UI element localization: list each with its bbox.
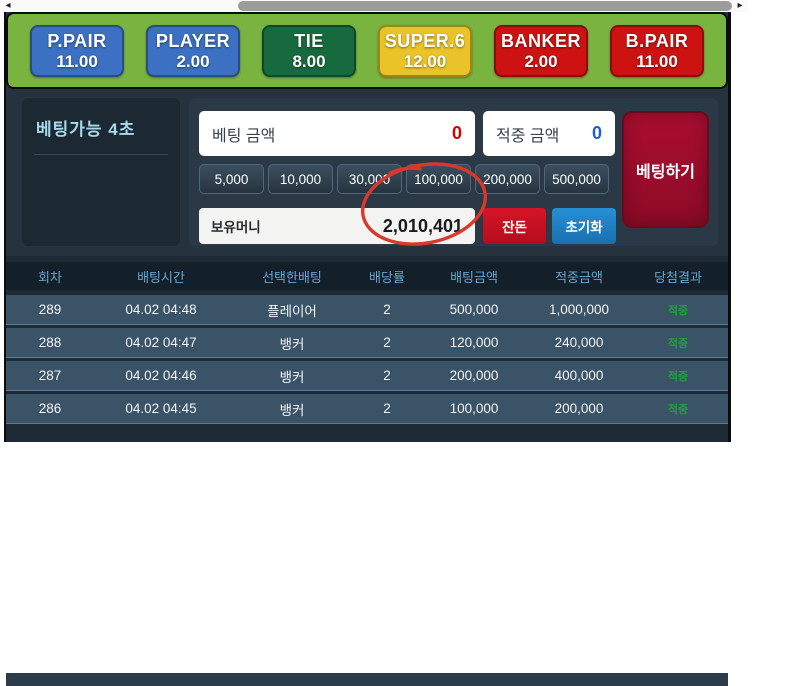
betting-countdown-text: 베팅가능 4초 [36, 120, 136, 139]
chip-30000-button[interactable]: 30,000 [337, 164, 402, 194]
betting-status-box: 베팅가능 4초 [22, 98, 180, 246]
cell-result: 적중 [667, 403, 689, 416]
chip-row: 5,000 10,000 30,000 100,000 200,000 500,… [199, 164, 609, 194]
betting-app-frame: P.PAIR 11.00 PLAYER 2.00 TIE 8.00 SUPER.… [4, 12, 731, 686]
change-button[interactable]: 잔돈 [483, 208, 546, 244]
win-amount-value: 0 [591, 123, 602, 143]
odds-button-player[interactable]: PLAYER 2.00 [146, 24, 240, 77]
cell-time: 04.02 04:48 [125, 302, 197, 317]
horizontal-scrollbar[interactable]: ◂ ▸ [0, 0, 748, 12]
col-header-round: 회차 [38, 269, 62, 285]
table-row: 289 04.02 04:48 플레이어 2 500,000 1,000,000… [6, 295, 728, 325]
table-row: 288 04.02 04:47 뱅커 2 120,000 240,000 적중 [6, 328, 728, 358]
cell-time: 04.02 04:45 [125, 401, 197, 416]
balance-value: 2,010,401 [382, 215, 463, 236]
col-header-bet: 배팅금액 [450, 269, 498, 285]
cell-win: 200,000 [554, 401, 604, 416]
odds-button-bpair[interactable]: B.PAIR 11.00 [610, 24, 704, 77]
chip-200000-button[interactable]: 200,000 [475, 164, 540, 194]
odds-label: P.PAIR [47, 30, 107, 51]
table-row: 287 04.02 04:46 뱅커 2 200,000 400,000 적중 [6, 361, 728, 391]
cell-pick: 뱅커 [279, 369, 305, 385]
odds-value: 11.00 [56, 51, 98, 71]
scrollbar-thumb[interactable] [238, 1, 732, 11]
cell-bet: 500,000 [449, 302, 499, 317]
cell-win: 1,000,000 [548, 302, 610, 317]
cell-round: 286 [38, 401, 62, 416]
table-footer-strip [6, 673, 728, 686]
odds-value: 11.00 [636, 51, 678, 71]
col-header-result: 당첨결과 [654, 269, 702, 285]
odds-value: 12.00 [403, 51, 447, 71]
chip-5000-button[interactable]: 5,000 [199, 164, 264, 194]
col-header-pick: 선택한배팅 [262, 269, 322, 285]
cell-bet: 200,000 [449, 368, 499, 383]
col-header-odds: 배당률 [369, 269, 405, 285]
col-header-time: 배팅시간 [137, 269, 185, 285]
cell-odds: 2 [383, 335, 391, 350]
cell-pick: 뱅커 [279, 402, 305, 418]
odds-button-tie[interactable]: TIE 8.00 [262, 24, 356, 77]
col-header-win: 적중금액 [555, 269, 603, 285]
bet-amount-field[interactable]: 베팅 금액 0 [199, 111, 475, 156]
odds-value: 2.00 [176, 51, 210, 71]
table-row: 286 04.02 04:45 뱅커 2 100,000 200,000 적중 [6, 394, 728, 424]
cell-result: 적중 [667, 370, 689, 383]
win-amount-label: 적중 금액 [496, 127, 560, 145]
scroll-left-arrow-icon[interactable]: ◂ [5, 0, 11, 11]
odds-label: PLAYER [155, 30, 231, 51]
balance-label: 보유머니 [211, 220, 261, 235]
odds-button-banker[interactable]: BANKER 2.00 [494, 24, 588, 77]
odds-value: 8.00 [292, 51, 326, 71]
cell-win: 400,000 [554, 368, 604, 383]
odds-label: SUPER.6 [384, 30, 466, 51]
odds-button-ppair[interactable]: P.PAIR 11.00 [30, 24, 124, 77]
place-bet-button[interactable]: 베팅하기 [622, 111, 709, 228]
odds-button-super6[interactable]: SUPER.6 12.00 [378, 24, 472, 77]
chip-10000-button[interactable]: 10,000 [268, 164, 333, 194]
balance-display: 보유머니 2,010,401 [199, 208, 475, 244]
cell-odds: 2 [383, 302, 391, 317]
cell-result: 적중 [667, 337, 689, 350]
table-header-row: 회차 배팅시간 선택한배팅 배당률 배팅금액 적중금액 당첨결과 [6, 262, 728, 290]
reset-button[interactable]: 초기화 [552, 208, 616, 244]
betting-control-box: 베팅 금액 0 적중 금액 0 5,000 10,000 30,000 100,… [189, 98, 718, 246]
odds-value: 2.00 [524, 51, 558, 71]
win-amount-field: 적중 금액 0 [483, 111, 615, 156]
bet-amount-label: 베팅 금액 [212, 127, 276, 145]
cell-result: 적중 [667, 304, 689, 317]
cell-bet: 100,000 [449, 401, 499, 416]
cell-bet: 120,000 [449, 335, 499, 350]
bet-amount-value: 0 [451, 123, 462, 143]
odds-bar: P.PAIR 11.00 PLAYER 2.00 TIE 8.00 SUPER.… [6, 12, 728, 89]
cell-round: 289 [38, 302, 62, 317]
cell-pick: 플레이어 [267, 303, 317, 319]
scroll-right-arrow-icon[interactable]: ▸ [737, 0, 743, 11]
odds-label: TIE [294, 30, 324, 51]
cell-pick: 뱅커 [279, 336, 305, 352]
divider [34, 154, 168, 155]
cell-time: 04.02 04:46 [125, 368, 197, 383]
cell-odds: 2 [383, 368, 391, 383]
cell-time: 04.02 04:47 [125, 335, 197, 350]
odds-label: B.PAIR [625, 30, 689, 51]
odds-label: BANKER [500, 30, 581, 51]
cell-win: 240,000 [554, 335, 604, 350]
chip-500000-button[interactable]: 500,000 [544, 164, 609, 194]
bet-history-table: 회차 배팅시간 선택한배팅 배당률 배팅금액 적중금액 당첨결과 289 04.… [6, 256, 728, 686]
chip-100000-button[interactable]: 100,000 [406, 164, 471, 194]
cell-round: 287 [38, 368, 62, 383]
cell-round: 288 [38, 335, 62, 350]
cell-odds: 2 [383, 401, 391, 416]
